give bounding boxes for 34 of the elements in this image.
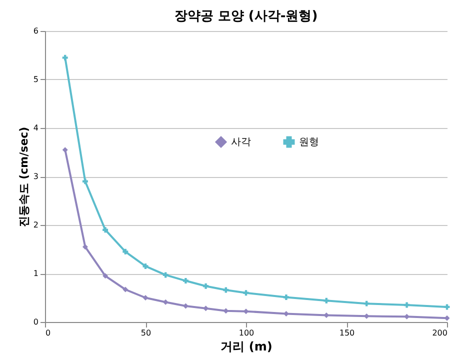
point [283,294,289,300]
x-tick-label: 200 [432,328,448,338]
y-tick-label: 6 [33,26,38,36]
x-tick-label: 150 [339,328,355,338]
legend-label: 원형 [299,137,319,148]
y-tick-label: 3 [33,172,38,181]
point [102,227,108,233]
point [62,147,68,153]
point [62,54,68,60]
point [203,283,209,289]
chart-title: 장약공 모양 (사각-원형) [174,9,318,24]
legend-label: 사각 [231,137,251,148]
point [182,278,188,284]
point [162,272,168,278]
point [142,263,148,269]
y-axis-title: 진동속도 (cm/sec) [17,126,30,228]
point [122,286,128,292]
y-tick-label: 1 [33,269,38,278]
point [82,178,88,184]
point [102,273,108,279]
x-tick-label: 100 [238,328,254,338]
point [404,302,410,308]
y-tick-label: 2 [33,220,38,230]
point [82,244,88,250]
x-axis-title: 거리 (m) [220,340,272,354]
point [122,248,128,254]
y-tick-label: 5 [33,75,38,84]
y-tick-label: 0 [33,318,38,326]
point [324,298,330,304]
x-tick-label: 0 [46,328,51,338]
x-tick-label: 50 [140,328,152,338]
y-tick-label: 4 [33,124,38,132]
point [364,300,370,306]
point [162,299,168,305]
